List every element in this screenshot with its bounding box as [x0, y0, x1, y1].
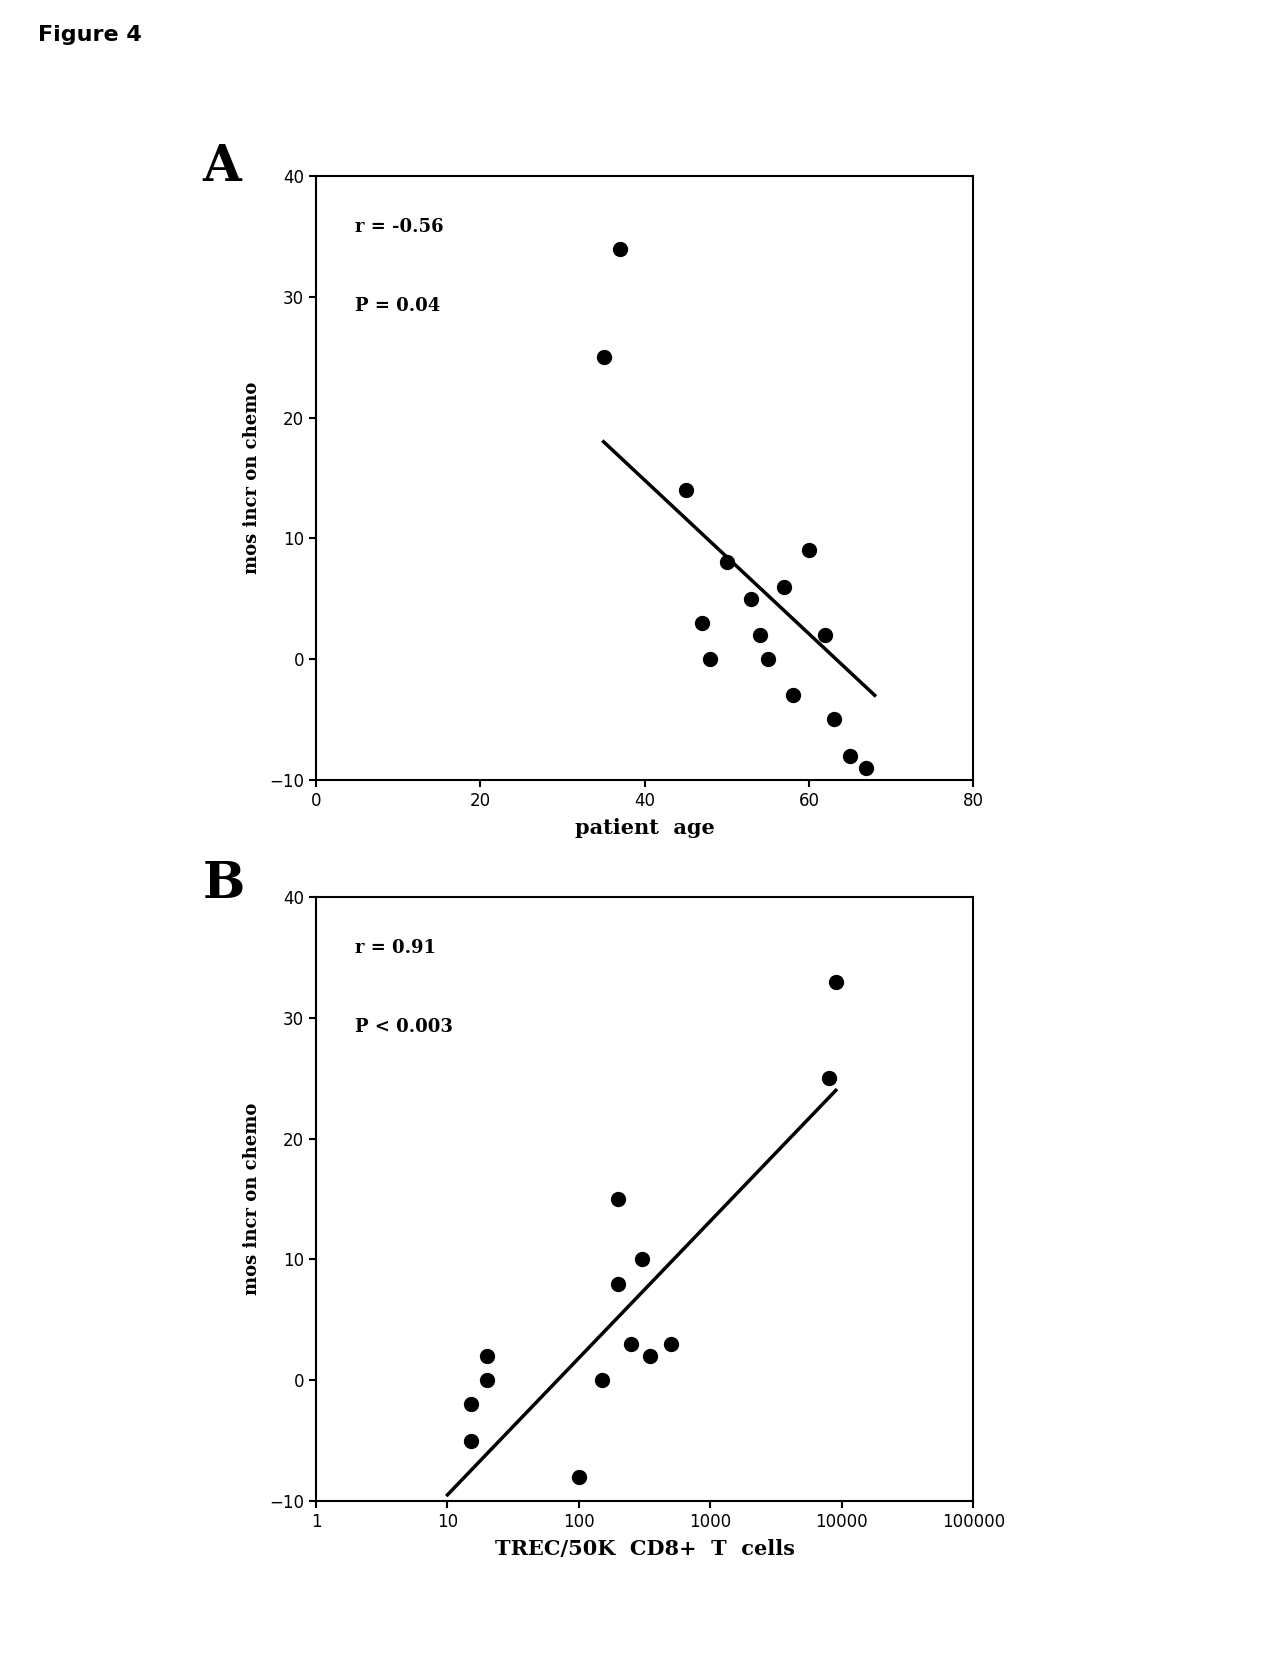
Point	[750, 622, 770, 649]
Y-axis label: mos incr on chemo: mos incr on chemo	[243, 382, 260, 574]
Point	[819, 1065, 839, 1092]
Point	[757, 646, 777, 672]
Point	[857, 755, 877, 781]
Point	[641, 1343, 661, 1370]
Point	[825, 968, 846, 994]
Point	[693, 609, 713, 636]
Point	[592, 1367, 612, 1394]
Point	[782, 683, 803, 709]
Point	[839, 743, 860, 770]
Point	[477, 1343, 497, 1370]
Point	[621, 1330, 641, 1357]
Point	[824, 706, 844, 733]
Text: r = 0.91: r = 0.91	[355, 939, 436, 958]
Point	[608, 1269, 628, 1296]
Text: P < 0.003: P < 0.003	[355, 1018, 454, 1036]
Point	[741, 585, 761, 612]
X-axis label: patient  age: patient age	[575, 818, 714, 838]
Point	[608, 1186, 628, 1212]
Text: r = -0.56: r = -0.56	[355, 218, 444, 236]
Text: A: A	[202, 143, 241, 191]
Point	[632, 1246, 652, 1273]
Point	[460, 1427, 480, 1454]
Point	[661, 1330, 681, 1357]
Point	[774, 574, 794, 600]
Point	[717, 548, 737, 575]
Point	[700, 646, 720, 672]
Y-axis label: mos incr on chemo: mos incr on chemo	[243, 1103, 260, 1295]
Text: Figure 4: Figure 4	[38, 25, 142, 45]
Point	[593, 344, 613, 371]
Point	[569, 1464, 589, 1491]
Point	[477, 1367, 497, 1394]
Point	[799, 537, 819, 563]
Point	[675, 476, 695, 503]
Point	[815, 622, 836, 649]
Point	[460, 1390, 480, 1417]
X-axis label: TREC/50K  CD8+  T  cells: TREC/50K CD8+ T cells	[494, 1539, 795, 1560]
Point	[609, 235, 629, 262]
Text: B: B	[202, 860, 244, 909]
Text: P = 0.04: P = 0.04	[355, 297, 441, 315]
